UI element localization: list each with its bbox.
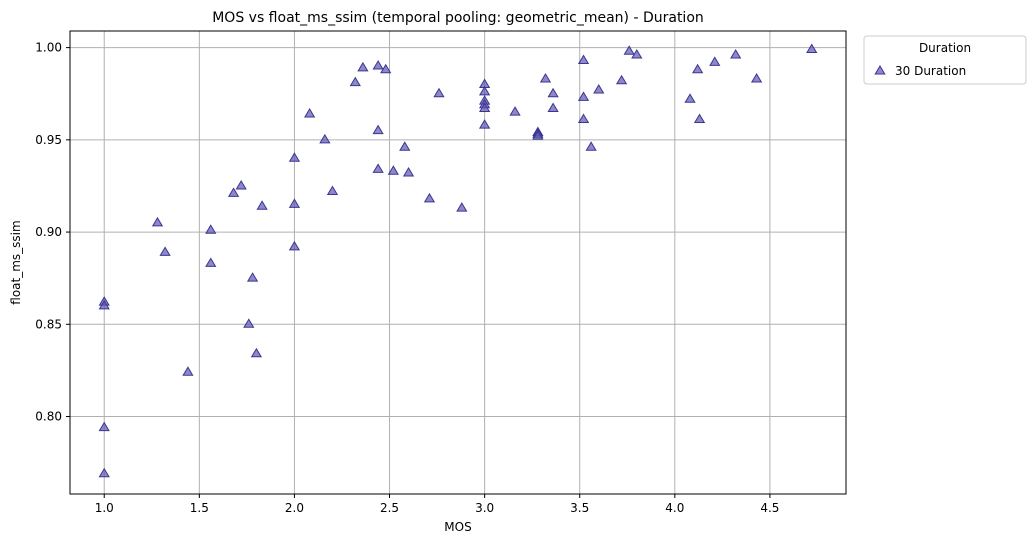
legend-box: [863, 35, 1027, 85]
x-axis-label: MOS: [444, 520, 471, 534]
data-point: [593, 84, 605, 94]
data-point: [304, 108, 316, 118]
data-point: [478, 119, 491, 129]
x-tick-label: 1.5: [190, 501, 209, 515]
data-point: [478, 85, 491, 96]
legend-title: Duration: [919, 41, 971, 55]
data-point: [577, 113, 590, 124]
data-point: [243, 318, 255, 328]
data-point: [509, 106, 521, 116]
data-point: [692, 63, 704, 74]
y-tick-label: 0.90: [35, 225, 62, 239]
data-point: [539, 72, 552, 83]
legend: Duration 30 Duration: [863, 35, 1027, 85]
data-point: [750, 72, 763, 83]
data-point: [684, 93, 696, 103]
data-point: [433, 87, 445, 98]
data-point: [235, 179, 247, 190]
data-point: [399, 141, 411, 151]
legend-entry: 30 Duration: [895, 64, 966, 78]
x-tick-label: 1.0: [95, 501, 114, 515]
y-tick-label: 0.95: [35, 133, 62, 147]
data-point: [730, 49, 742, 59]
data-point: [631, 49, 643, 59]
data-point: [256, 200, 268, 210]
data-points: [98, 43, 818, 478]
data-point: [478, 102, 491, 112]
x-tick-label: 3.0: [475, 501, 494, 515]
data-point: [326, 185, 339, 195]
x-tick-label: 3.5: [570, 501, 589, 515]
data-point: [250, 347, 263, 358]
data-point: [806, 43, 818, 53]
data-point: [547, 102, 559, 112]
plot-frame: [69, 30, 847, 495]
data-point: [98, 467, 110, 478]
y-axis-label: float_ms_ssim: [9, 220, 23, 304]
data-point: [623, 45, 635, 55]
data-point: [205, 257, 217, 267]
data-point: [98, 421, 110, 432]
data-point: [577, 54, 590, 65]
data-point: [288, 152, 301, 162]
legend-marker-triangle: [874, 65, 886, 75]
data-point: [159, 246, 171, 256]
data-point: [577, 91, 590, 101]
y-axis-ticks: 0.80 0.85 0.90 0.95 1.00: [35, 41, 70, 424]
data-point: [615, 74, 628, 85]
x-tick-label: 2.5: [380, 501, 399, 515]
data-point: [372, 124, 384, 135]
data-point: [693, 113, 706, 124]
data-point: [372, 163, 384, 173]
data-point: [288, 198, 301, 208]
data-point: [98, 299, 110, 310]
data-point: [205, 224, 217, 234]
y-tick-label: 1.00: [35, 41, 62, 55]
data-point: [585, 141, 597, 151]
data-point: [372, 60, 384, 70]
data-point: [532, 130, 544, 140]
y-tick-label: 0.80: [35, 410, 62, 424]
data-point: [246, 272, 259, 282]
data-point: [288, 240, 301, 251]
x-axis-ticks: 1.0 1.5 2.0 2.5 3.0 3.5 4.0 4.5: [95, 494, 779, 515]
data-point: [456, 202, 468, 212]
data-point: [387, 165, 399, 175]
data-point: [182, 366, 194, 376]
data-point: [151, 216, 164, 227]
x-tick-label: 4.5: [760, 501, 779, 515]
chart-title: MOS vs float_ms_ssim (temporal pooling: …: [212, 10, 704, 26]
data-point: [709, 56, 721, 66]
data-point: [319, 133, 331, 144]
x-tick-label: 2.0: [285, 501, 304, 515]
data-point: [402, 167, 415, 177]
data-point: [357, 61, 369, 72]
data-point: [423, 192, 436, 203]
y-tick-label: 0.85: [35, 317, 62, 331]
data-point: [227, 187, 240, 197]
data-point: [349, 76, 361, 87]
grid-lines: [70, 31, 846, 494]
data-point: [380, 63, 392, 74]
data-point: [547, 87, 559, 98]
x-tick-label: 4.0: [665, 501, 684, 515]
